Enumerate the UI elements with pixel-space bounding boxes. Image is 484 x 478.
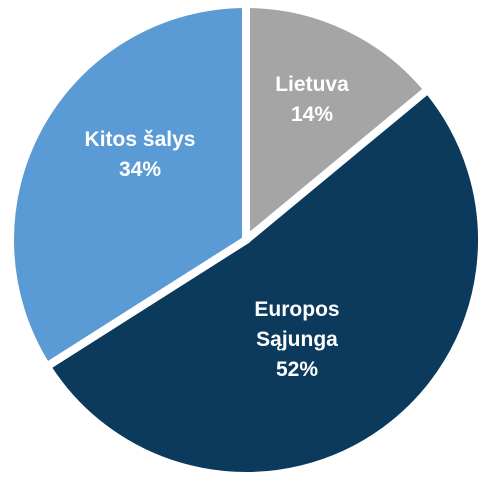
- category-label: Europos Sąjunga: [254, 298, 340, 351]
- slice-label: Lietuva 14%: [275, 70, 349, 130]
- pie-slice: [242, 0, 434, 249]
- pie-slice: [41, 83, 484, 478]
- slice-label: Europos Sąjunga 52%: [232, 295, 362, 385]
- value-label: 52%: [275, 358, 319, 381]
- value-label: 14%: [290, 103, 334, 126]
- value-label: 34%: [118, 158, 162, 181]
- pie-slice: [6, 0, 250, 372]
- slice-label: Kitos šalys 34%: [85, 125, 196, 185]
- category-label: Lietuva: [275, 73, 349, 96]
- category-label: Kitos šalys: [84, 128, 196, 151]
